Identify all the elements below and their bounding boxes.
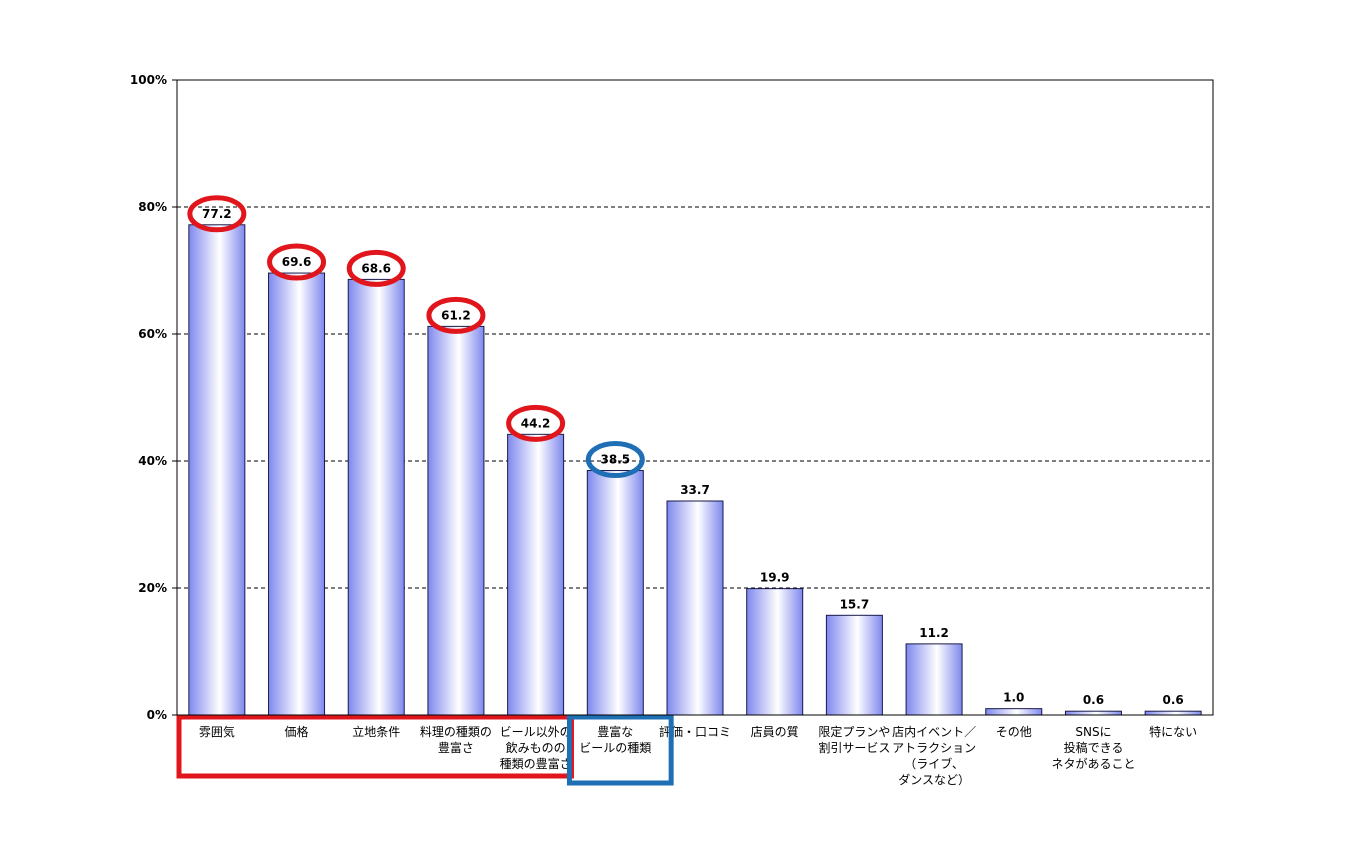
value-label: 19.9 <box>760 571 790 585</box>
value-highlight-circle <box>426 296 486 334</box>
highlight-annotations <box>176 195 674 786</box>
value-label: 44.2 <box>521 416 551 430</box>
value-label: 11.2 <box>919 626 949 640</box>
category-label: 豊富さ <box>438 740 474 755</box>
bar <box>746 588 804 716</box>
value-highlight-circle <box>585 441 645 479</box>
bar <box>905 643 963 716</box>
bar <box>825 614 883 716</box>
bar <box>507 433 565 716</box>
category-label: 料理の種類の <box>420 725 492 739</box>
bar <box>347 278 405 716</box>
bar <box>586 470 644 716</box>
value-highlight-circle <box>267 243 327 281</box>
y-tick-label: 20% <box>138 581 167 595</box>
category-label: （ライブ、 <box>904 756 964 771</box>
y-tick-label: 60% <box>138 327 167 341</box>
category-label: 立地条件 <box>352 724 400 739</box>
value-label: 15.7 <box>840 597 870 611</box>
y-tick-label: 80% <box>138 200 167 214</box>
value-label: 77.2 <box>202 207 232 221</box>
value-label: 1.0 <box>1003 691 1024 705</box>
category-label: 飲みものの <box>506 740 566 755</box>
category-label: 豊富な <box>597 724 633 739</box>
bar <box>1064 710 1122 716</box>
category-label: SNSに <box>1075 725 1111 739</box>
category-label: 投稿できる <box>1064 740 1124 755</box>
value-label: 0.6 <box>1083 693 1104 707</box>
y-tick-label: 0% <box>147 708 167 722</box>
category-label: 店員の質 <box>751 724 799 739</box>
category-label: ビールの種類 <box>579 741 651 755</box>
value-highlight-circle <box>506 404 566 442</box>
category-label: ビール以外の <box>500 725 572 739</box>
value-highlight-circle <box>346 249 406 287</box>
category-label: 特にない <box>1149 724 1197 739</box>
category-label: ダンスなど） <box>898 772 970 787</box>
bars <box>188 224 1202 716</box>
category-label: 雰囲気 <box>199 724 235 739</box>
category-label: アトラクション <box>892 741 976 755</box>
category-label: ネタがあること <box>1051 756 1135 771</box>
value-label: 68.6 <box>361 261 391 275</box>
value-highlight-circle <box>187 195 247 233</box>
category-label: その他 <box>996 725 1032 739</box>
y-tick-label: 40% <box>138 454 167 468</box>
value-labels: 77.2 69.6 68.6 61.2 44.2 38.5 33.7 19.9 15.7 11.2… <box>202 207 1184 707</box>
category-label: 価格 <box>285 724 309 739</box>
bar <box>427 325 485 716</box>
y-axis-tick-labels: 0% 20% 40% 60% 80% 100% <box>130 73 177 722</box>
category-label: 評価・口コミ <box>659 724 731 739</box>
category-label: 店内イベント／ <box>892 725 976 739</box>
category-highlight-box-blue <box>566 714 674 786</box>
value-label: 0.6 <box>1163 693 1184 707</box>
value-label: 69.6 <box>282 255 312 269</box>
bar <box>985 708 1043 716</box>
bar <box>268 272 326 716</box>
category-label: 割引サービス <box>818 740 890 755</box>
category-label: 限定プランや <box>818 724 890 739</box>
plot-frame <box>176 79 1214 716</box>
value-label: 33.7 <box>680 483 710 497</box>
y-tick-label: 100% <box>130 73 167 87</box>
category-label: 種類の豊富さ <box>500 756 572 771</box>
value-label: 38.5 <box>601 453 631 467</box>
value-label: 61.2 <box>441 308 471 322</box>
bar <box>188 224 246 716</box>
bar <box>666 500 724 716</box>
bar <box>1144 710 1202 716</box>
